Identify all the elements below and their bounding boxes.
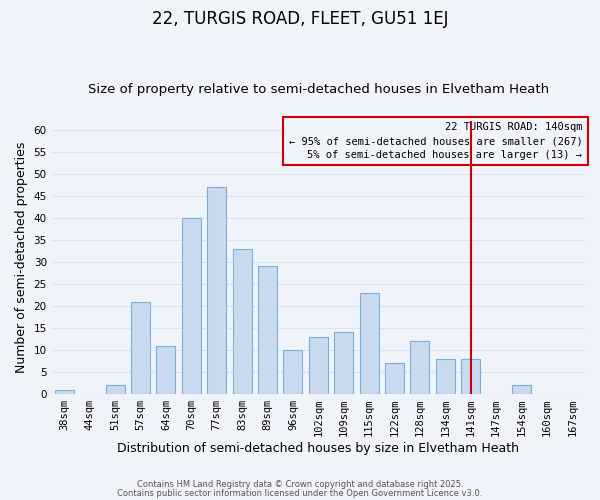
X-axis label: Distribution of semi-detached houses by size in Elvetham Heath: Distribution of semi-detached houses by …: [118, 442, 520, 455]
Bar: [309, 337, 328, 394]
Bar: [385, 363, 404, 394]
Bar: [334, 332, 353, 394]
Bar: [410, 341, 430, 394]
Bar: [131, 302, 150, 394]
Bar: [283, 350, 302, 394]
Text: 22, TURGIS ROAD, FLEET, GU51 1EJ: 22, TURGIS ROAD, FLEET, GU51 1EJ: [152, 10, 448, 28]
Bar: [461, 359, 480, 394]
Bar: [55, 390, 74, 394]
Text: 22 TURGIS ROAD: 140sqm
← 95% of semi-detached houses are smaller (267)
5% of sem: 22 TURGIS ROAD: 140sqm ← 95% of semi-det…: [289, 122, 583, 160]
Bar: [207, 187, 226, 394]
Title: Size of property relative to semi-detached houses in Elvetham Heath: Size of property relative to semi-detach…: [88, 83, 549, 96]
Text: Contains public sector information licensed under the Open Government Licence v3: Contains public sector information licen…: [118, 488, 482, 498]
Bar: [359, 292, 379, 394]
Bar: [512, 386, 531, 394]
Bar: [182, 218, 201, 394]
Bar: [157, 346, 175, 394]
Text: Contains HM Land Registry data © Crown copyright and database right 2025.: Contains HM Land Registry data © Crown c…: [137, 480, 463, 489]
Bar: [106, 386, 125, 394]
Bar: [436, 359, 455, 394]
Bar: [233, 248, 251, 394]
Bar: [258, 266, 277, 394]
Y-axis label: Number of semi-detached properties: Number of semi-detached properties: [15, 142, 28, 373]
